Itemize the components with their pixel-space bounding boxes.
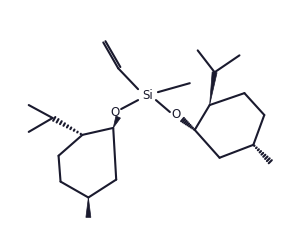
Polygon shape xyxy=(86,197,91,217)
Polygon shape xyxy=(113,116,121,128)
Polygon shape xyxy=(210,72,217,105)
Text: O: O xyxy=(111,106,120,119)
Text: O: O xyxy=(171,109,181,122)
Text: Si: Si xyxy=(142,89,153,102)
